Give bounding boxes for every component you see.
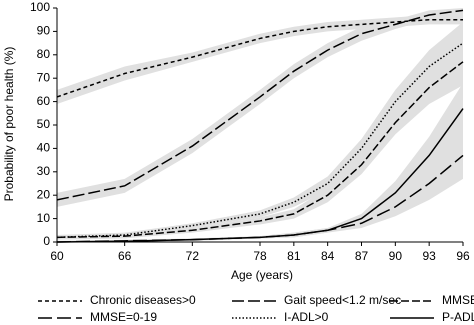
- y-tick-label: 30: [37, 164, 51, 178]
- y-tick-label: 80: [37, 47, 51, 61]
- legend-label: MMSE=0-26: [442, 293, 474, 307]
- y-tick-label: 20: [37, 187, 51, 201]
- series-line: [56, 61, 464, 239]
- legend-label: I-ADL>0: [284, 310, 329, 324]
- y-axis-label: Probability of poor health (%): [2, 47, 16, 202]
- y-tick-label: 0: [43, 234, 50, 248]
- y-tick-label: 60: [37, 94, 51, 108]
- series-line: [56, 42, 464, 239]
- x-tick-label: 93: [422, 249, 436, 263]
- confidence-band: [57, 22, 463, 240]
- x-tick-label: 66: [118, 249, 132, 263]
- y-tick-label: 50: [37, 117, 51, 131]
- confidence-band: [57, 15, 463, 104]
- legend-label: Chronic diseases>0: [90, 293, 196, 307]
- series-line: [56, 9, 464, 201]
- x-tick-label: 84: [321, 249, 335, 263]
- y-tick-label: 40: [37, 141, 51, 155]
- confidence-band: [57, 8, 463, 207]
- x-tick-label: 78: [253, 249, 267, 263]
- x-tick-label: 72: [186, 249, 200, 263]
- y-tick-label: 10: [37, 211, 51, 225]
- x-tick-label: 87: [355, 249, 369, 263]
- y-tick-label: 70: [37, 70, 51, 84]
- x-tick-label: 81: [287, 249, 301, 263]
- x-tick-label: 90: [389, 249, 403, 263]
- x-tick-label: 96: [456, 249, 470, 263]
- series-line: [56, 18, 463, 98]
- legend-label: Gait speed<1.2 m/sec: [284, 293, 401, 307]
- legend-label: MMSE=0-19: [90, 310, 157, 324]
- series-line: [56, 108, 464, 243]
- y-tick-label: 100: [30, 0, 50, 14]
- x-axis-label: Age (years): [231, 268, 293, 282]
- legend-label: P-ADL>0: [442, 310, 474, 324]
- x-tick-label: 60: [50, 249, 64, 263]
- y-tick-label: 90: [37, 24, 51, 38]
